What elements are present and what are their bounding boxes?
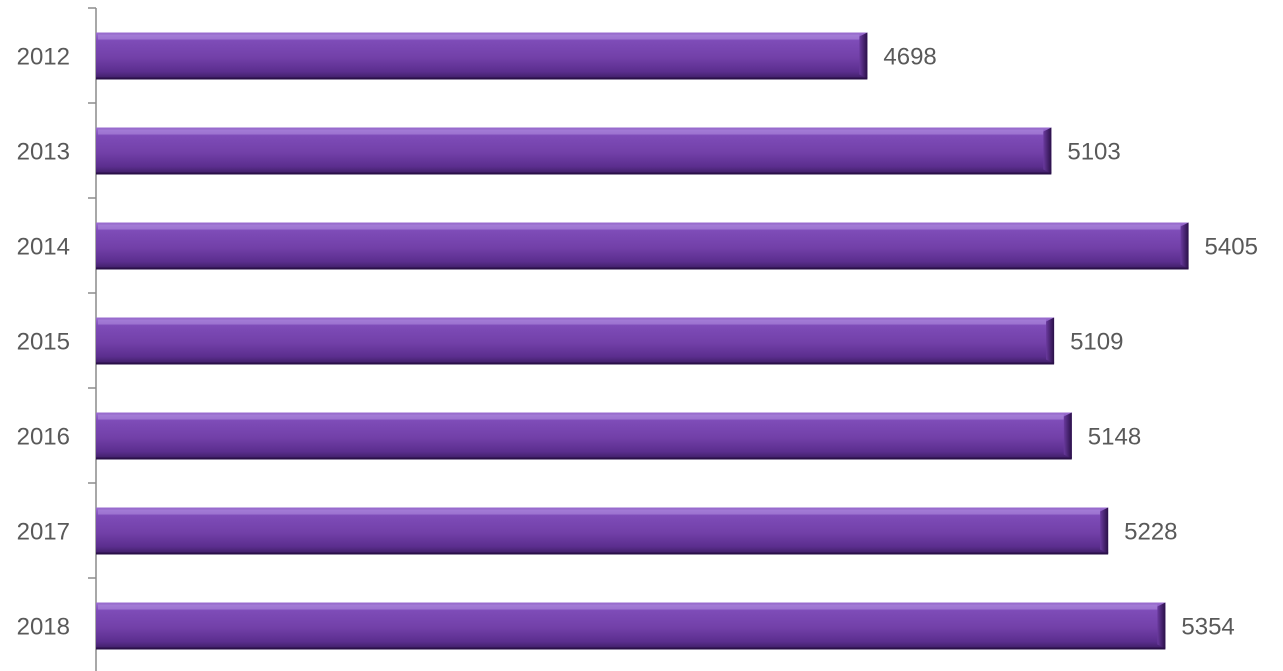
bar-highlight: [98, 224, 1181, 230]
bar-end-bevel: [1063, 412, 1072, 459]
bar-end-bevel: [1180, 222, 1189, 269]
bar-end-bevel: [1100, 507, 1109, 554]
data-label: 5109: [1070, 329, 1123, 356]
data-label: 5354: [1181, 614, 1234, 641]
bar-highlight: [98, 509, 1101, 515]
bar-2015: [96, 317, 1055, 365]
category-label: 2014: [17, 234, 70, 261]
data-label: 5103: [1067, 139, 1120, 166]
bar-2014: [96, 222, 1189, 270]
bar-2017: [96, 507, 1109, 555]
bar-body: [96, 127, 1052, 174]
bar-body: [96, 507, 1109, 554]
category-label: 2016: [17, 424, 70, 451]
bar-2013: [96, 127, 1052, 175]
category-label: 2015: [17, 329, 70, 356]
data-label: 5405: [1205, 234, 1258, 261]
bars: [96, 32, 1189, 650]
bar-2016: [96, 412, 1072, 460]
bar-body: [96, 32, 868, 79]
bar-2018: [96, 602, 1166, 650]
category-label: 2017: [17, 519, 70, 546]
bar-body: [96, 602, 1166, 649]
bar-end-bevel: [1043, 127, 1052, 174]
data-label: 5148: [1088, 424, 1141, 451]
category-label: 2013: [17, 139, 70, 166]
bar-body: [96, 222, 1189, 269]
bar-end-bevel: [1046, 317, 1055, 364]
data-label: 5228: [1124, 519, 1177, 546]
data-label: 4698: [883, 44, 936, 71]
bar-body: [96, 317, 1055, 364]
category-axis: [88, 7, 97, 671]
bar-highlight: [98, 34, 860, 40]
labels: 2012 4698 2013 5103 2014 5405 2015 5109 2016 5148…: [17, 44, 1258, 641]
bar-body: [96, 412, 1072, 459]
category-label: 2018: [17, 614, 70, 641]
bar-end-bevel: [859, 32, 868, 79]
bar-highlight: [98, 129, 1044, 135]
bar-highlight: [98, 319, 1047, 325]
category-label: 2012: [17, 44, 70, 71]
bar-2012: [96, 32, 868, 80]
bar-highlight: [98, 604, 1158, 610]
bar-end-bevel: [1157, 602, 1166, 649]
bar-highlight: [98, 414, 1064, 420]
